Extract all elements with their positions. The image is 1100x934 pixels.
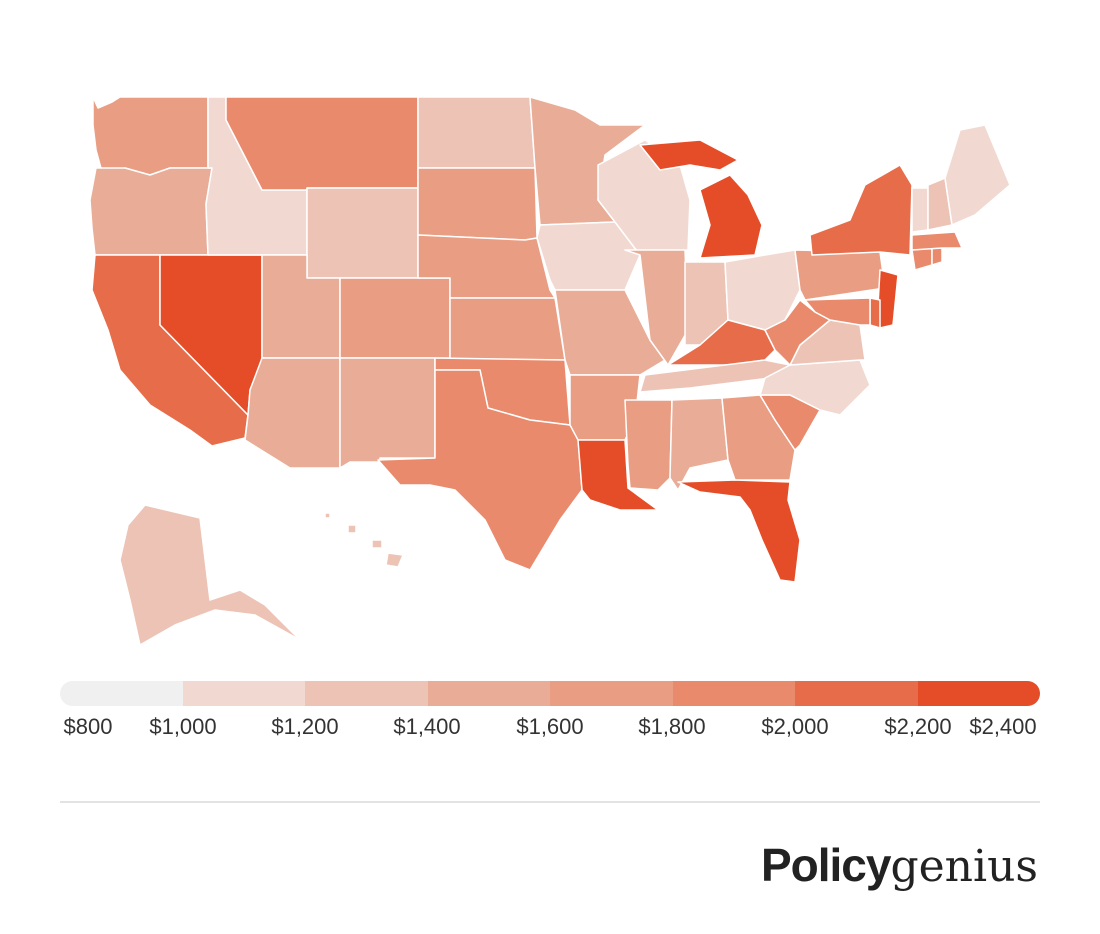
us-choropleth-map [89,96,1011,646]
state-nj [877,269,899,329]
legend-swatch-3 [427,681,550,706]
state-md [804,297,871,326]
legend-tick-label: $1,400 [393,714,461,739]
legend-swatch-0 [60,681,183,706]
state-ms [624,399,673,491]
legend-tick-label: $2,000 [761,714,829,739]
legend-tick-label: $2,200 [884,714,952,739]
state-wa [92,96,209,176]
state-fl [677,479,801,583]
state-mt [225,96,419,191]
legend-tick-label: $1,600 [516,714,584,739]
state-mi [639,139,763,259]
legend-tick-label: $1,200 [271,714,339,739]
state-ct [911,247,933,271]
legend-swatch-1 [182,681,305,706]
policygenius-logo: Policygenius [761,838,1038,892]
legend-tick-label: $1,000 [149,714,217,739]
state-co [339,277,451,359]
legend-tick-label: $1,800 [638,714,706,739]
state-nd [417,96,536,169]
state-ny [809,164,913,256]
legend-swatch-2 [305,681,428,706]
state-wy [306,187,419,279]
state-al [669,397,729,491]
state-tx [377,369,583,571]
state-vt [911,187,929,233]
state-ma [911,231,963,251]
state-nm [339,357,436,469]
state-or [89,167,213,256]
state-mo [554,289,666,376]
legend-swatch-7 [917,681,1040,706]
state-sd [417,167,538,241]
state-me [944,124,1011,226]
state-ak [119,504,301,646]
state-de [869,297,881,329]
state-pa [794,249,886,301]
legend-tick-label: $800 [63,714,113,739]
divider [60,801,1040,803]
state-az [244,357,341,469]
state-ri [931,247,943,266]
logo-wordmark-bold: Policy [760,839,892,891]
state-ks [449,297,566,361]
legend-tick-label: $2,400 [969,714,1037,739]
legend-swatch-5 [672,681,795,706]
state-hi [324,512,404,568]
legend-color-bar [60,681,1040,706]
legend-swatch-6 [795,681,918,706]
state-la [577,439,659,511]
legend-swatch-4 [550,681,673,706]
logo-wordmark-light: genius [890,841,1038,892]
legend-labels: $800 $1,000 $1,200 $1,400 $1,600 $1,800 $2,000… [0,714,1100,744]
